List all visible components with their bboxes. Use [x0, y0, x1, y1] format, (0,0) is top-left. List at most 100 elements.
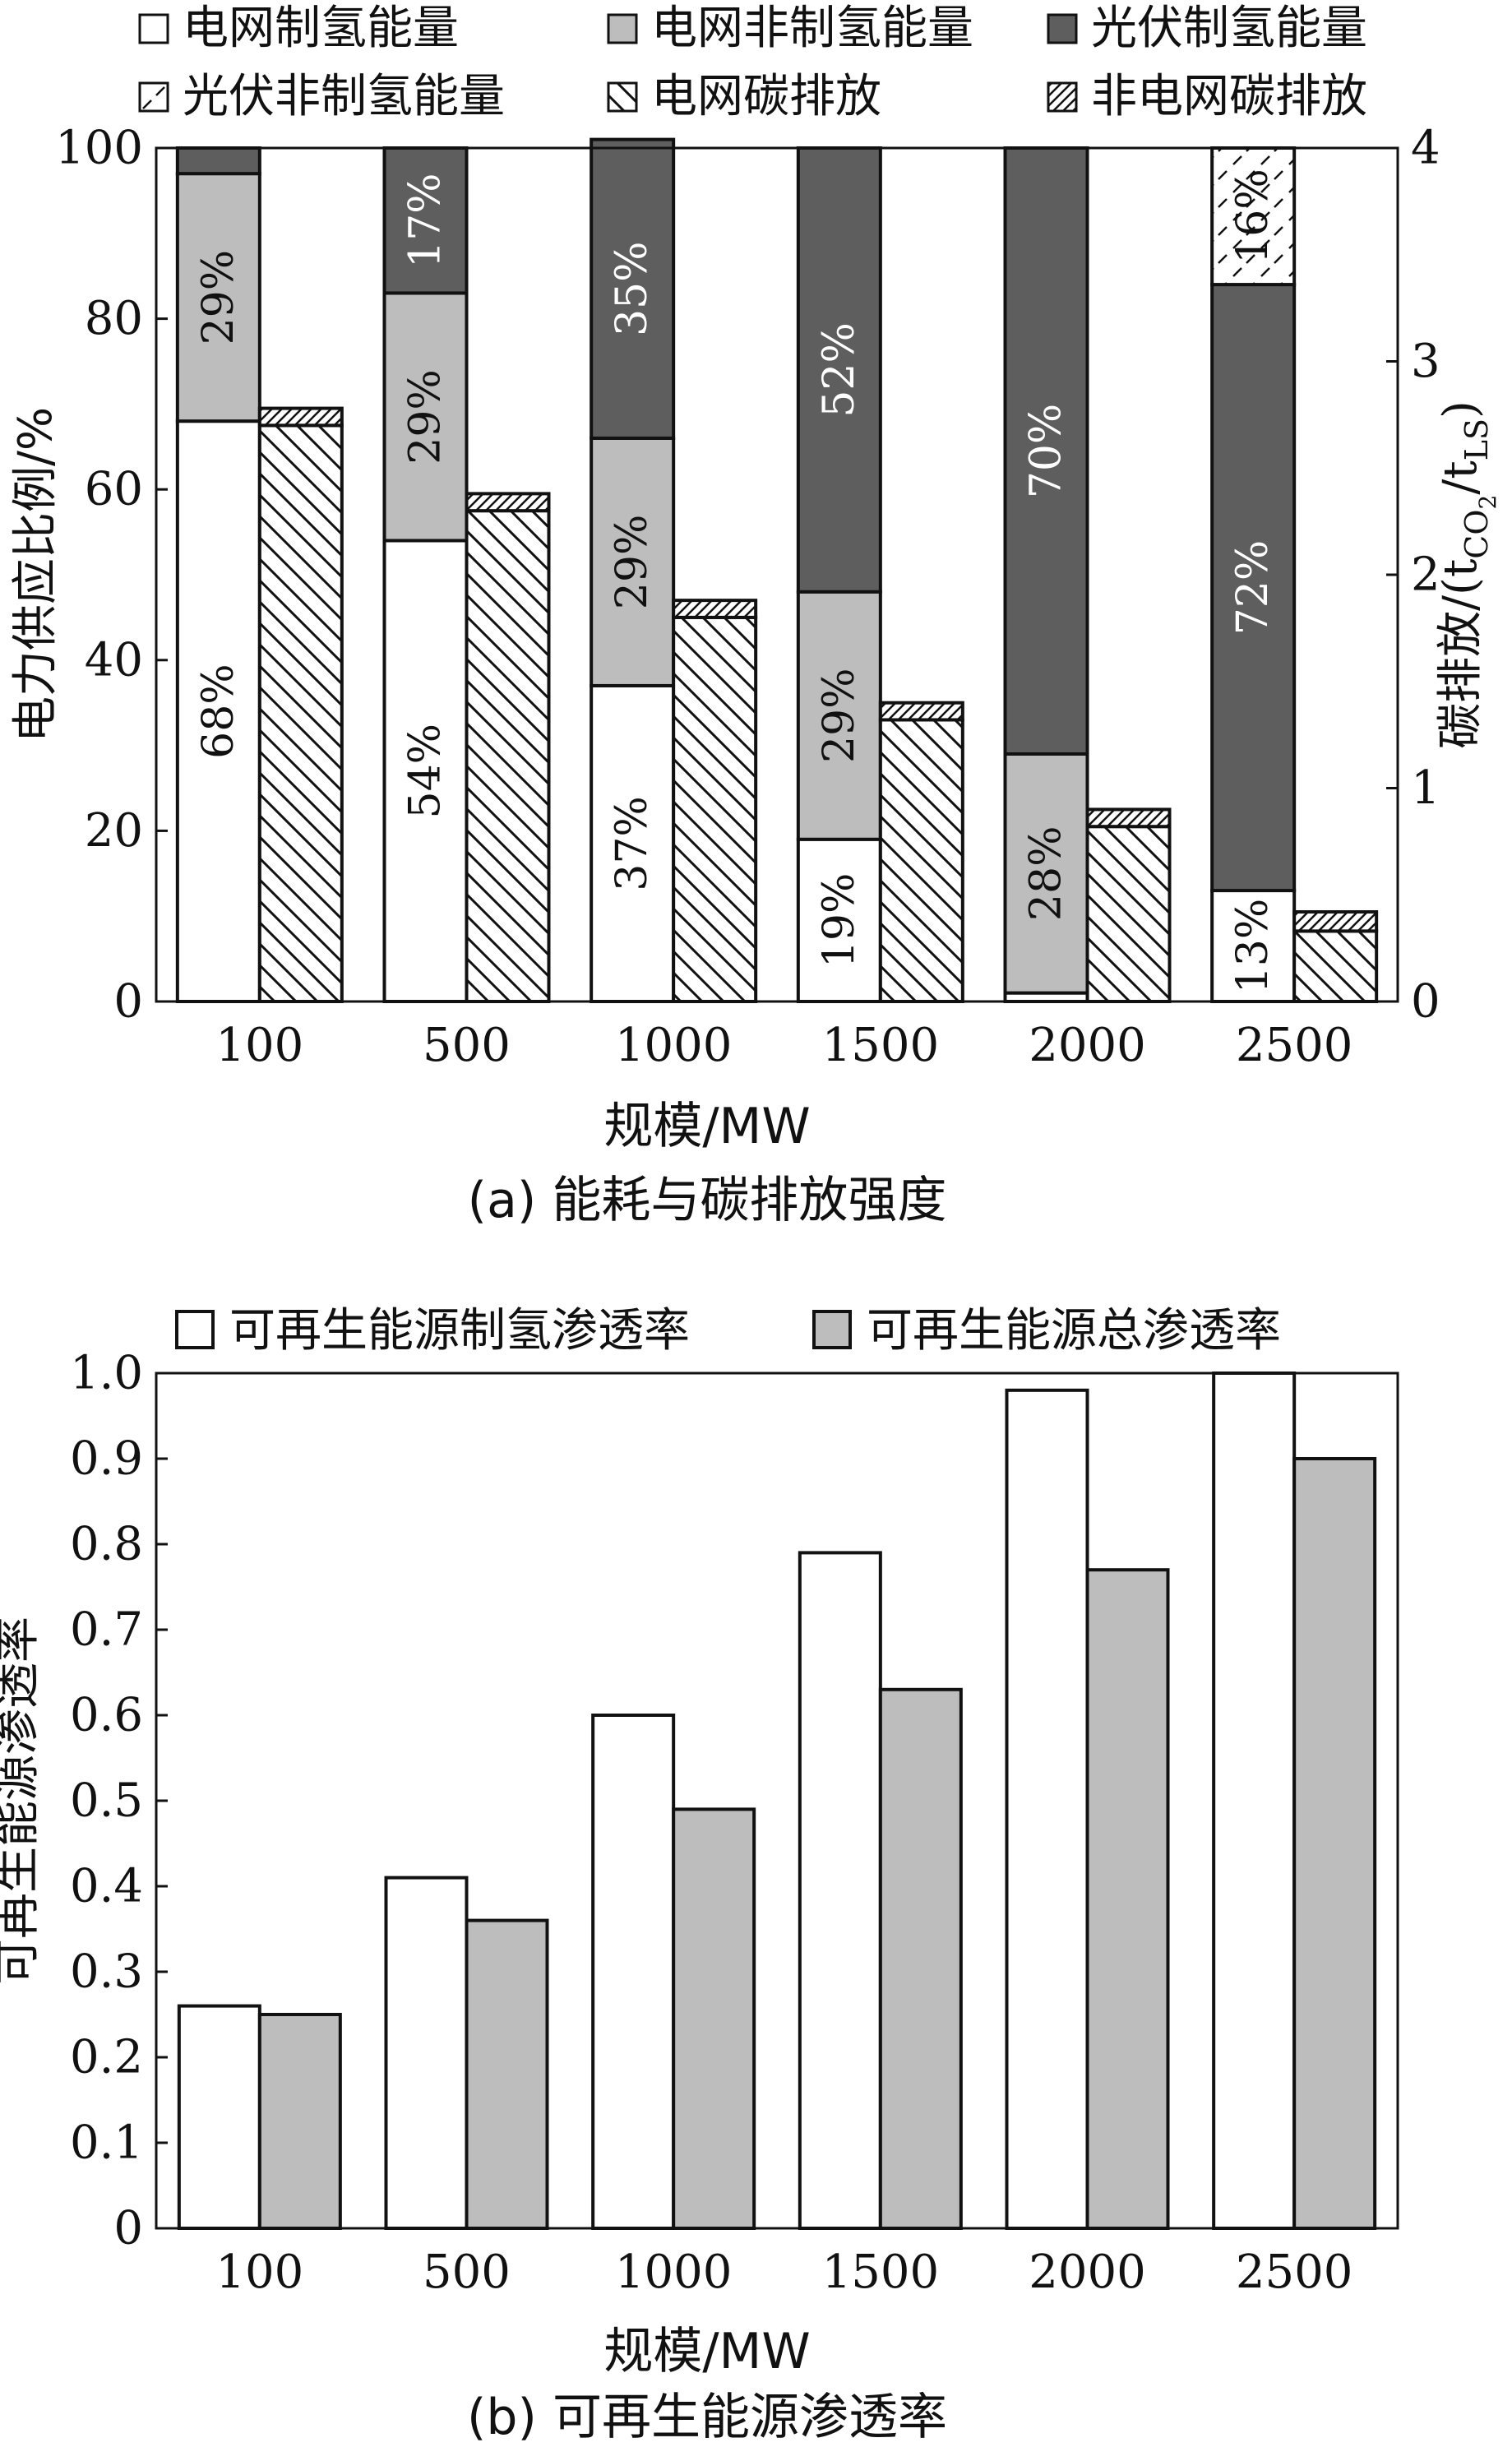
- bar-0-3: [798, 1551, 882, 2230]
- bar-1-3: [878, 1687, 963, 2231]
- stack-bar-1-2: [590, 436, 676, 687]
- stack-bar-2-0: [175, 146, 261, 176]
- y-tick-label-b: 0.6: [70, 1689, 143, 1742]
- bar-pct-label: 29%: [608, 515, 657, 610]
- carbon-bar-0-2: [672, 615, 758, 1004]
- y-tick-label-b: 0: [113, 2202, 143, 2255]
- x-tick-label: 2500: [1236, 1019, 1353, 1072]
- carbon-bar-0-1: [465, 509, 551, 1003]
- y-tick-label-left: 60: [85, 463, 143, 516]
- x-tick-label-b: 1000: [615, 2246, 733, 2299]
- bar-pct-label: 35%: [608, 241, 657, 336]
- bar-pct-label: 17%: [401, 173, 451, 268]
- bar-pct-label: 70%: [1022, 404, 1071, 499]
- legend-swatch-5: [1047, 81, 1078, 113]
- x-axis-label-b: 规模/MW: [603, 2323, 810, 2380]
- y-tick-label-b: 0.8: [70, 1518, 143, 1571]
- y-tick-label-right: 1: [1411, 761, 1440, 815]
- stack-bar-0-5: [1210, 889, 1297, 1004]
- bar-1-1: [465, 1918, 549, 2231]
- y-axis-label-right-part: ): [1434, 400, 1487, 419]
- stack-bar-0-2: [590, 683, 676, 1003]
- bar-pct-label: 68%: [194, 664, 243, 759]
- carbon-bar-1-3: [878, 701, 964, 722]
- carbon-bar-0-4: [1085, 825, 1172, 1004]
- y-axis-label-right-part: /t: [1434, 460, 1487, 495]
- bar-pct-label: 16%: [1228, 169, 1278, 264]
- y-tick-label-b: 0.1: [70, 2116, 143, 2170]
- legend-swatch-2: [1047, 13, 1078, 44]
- carbon-bar-1-1: [465, 492, 551, 513]
- legend-label-0: 电网制氢能量: [183, 2, 459, 55]
- stack-bar-0-0: [175, 419, 261, 1003]
- stack-bar-3-5: [1210, 146, 1297, 287]
- legend-label-5: 非电网碳排放: [1091, 70, 1367, 123]
- x-tick-label-b: 2500: [1236, 2246, 1353, 2299]
- y-tick-label-right: 3: [1411, 335, 1440, 388]
- legend-label-1: 电网非制氢能量: [651, 2, 973, 55]
- y-tick-label-left: 100: [55, 122, 143, 175]
- legend-label-4: 电网碳排放: [651, 70, 881, 123]
- y-tick-label-b: 0.2: [70, 2031, 143, 2084]
- panel-caption: (a) 能耗与碳排放强度: [468, 1172, 947, 1229]
- bar-0-4: [1005, 1388, 1089, 2231]
- bar-1-0: [257, 2013, 342, 2230]
- plot-frame-b: [155, 1372, 1399, 2230]
- stack-bar-2-1: [382, 146, 469, 295]
- carbon-bar-1-2: [672, 599, 758, 619]
- stack-bar-1-1: [382, 291, 469, 543]
- bar-pct-label: 52%: [815, 322, 864, 418]
- x-tick-label-b: 500: [423, 2246, 511, 2299]
- y-tick-label-left: 80: [85, 292, 143, 345]
- carbon-bar-0-0: [257, 423, 344, 1003]
- y-tick-label-b: 0.5: [70, 1774, 143, 1828]
- legend-swatch-3: [138, 81, 169, 113]
- y-axis-label-right-part: CO: [1459, 509, 1495, 558]
- y-tick-label-b: 0.4: [70, 1860, 143, 1913]
- legend-label-3: 光伏非制氢能量: [183, 70, 505, 123]
- stack-bar-2-5: [1210, 283, 1297, 893]
- y-axis-label-right: 碳排放/(tCO2/tLS): [1434, 400, 1501, 749]
- y-tick-label-b: 0.9: [70, 1432, 143, 1486]
- bar-0-2: [591, 1714, 676, 2230]
- legend-swatch-0: [138, 13, 169, 44]
- legend-label-b-1: 可再生能源总渗透率: [867, 1304, 1281, 1358]
- y-axis-label-left: 电力供应比例/%: [9, 407, 62, 742]
- stack-bar-2-2: [590, 137, 676, 440]
- panel-b: 可再生能源制氢渗透率 可再生能源总渗透率 100 500 1000 1500 2000 250…: [0, 1304, 1399, 2446]
- x-tick-label: 100: [215, 1019, 303, 1072]
- bar-pct-label: 19%: [815, 873, 864, 969]
- y-tick-label-right: 4: [1411, 122, 1440, 175]
- bar-pct-label: 13%: [1228, 899, 1278, 994]
- y-tick-label-b: 0.3: [70, 1945, 143, 1999]
- carbon-bar-0-5: [1292, 929, 1379, 1003]
- carbon-bar-0-3: [878, 718, 964, 1004]
- stack-bar-1-4: [1003, 752, 1089, 995]
- carbon-bar-1-4: [1085, 807, 1172, 829]
- panel-caption-b: (b) 可再生能源渗透率: [467, 2389, 947, 2446]
- bar-pct-label: 29%: [194, 250, 243, 345]
- stack-bar-1-3: [796, 590, 882, 841]
- y-tick-label-left: 20: [85, 804, 143, 858]
- carbon-bar-1-5: [1292, 910, 1379, 933]
- bar-0-1: [384, 1876, 469, 2231]
- legend-swatch-b-0: [175, 1310, 215, 1349]
- y-tick-label-right: 0: [1411, 975, 1440, 1029]
- legend-swatch-1: [607, 13, 638, 44]
- bar-1-5: [1292, 1457, 1377, 2230]
- x-tick-label: 2000: [1029, 1019, 1146, 1072]
- stack-bar-2-3: [796, 146, 882, 594]
- bar-pct-label: 29%: [815, 668, 864, 763]
- y-axis-label-right-part: 碳排放/(t: [1434, 558, 1487, 749]
- bar-pct-label: 29%: [401, 369, 451, 465]
- bar-0-5: [1212, 1372, 1297, 2230]
- bar-pct-label: 28%: [1022, 826, 1071, 922]
- y-axis-label-b: 可再生能源渗透率: [0, 1617, 44, 1985]
- stack-bar-1-0: [175, 172, 261, 423]
- x-tick-label-b: 2000: [1029, 2246, 1146, 2299]
- carbon-bar-1-0: [257, 406, 344, 428]
- y-tick-label-left: 0: [113, 975, 143, 1029]
- y-tick-label-b: 0.7: [70, 1603, 143, 1657]
